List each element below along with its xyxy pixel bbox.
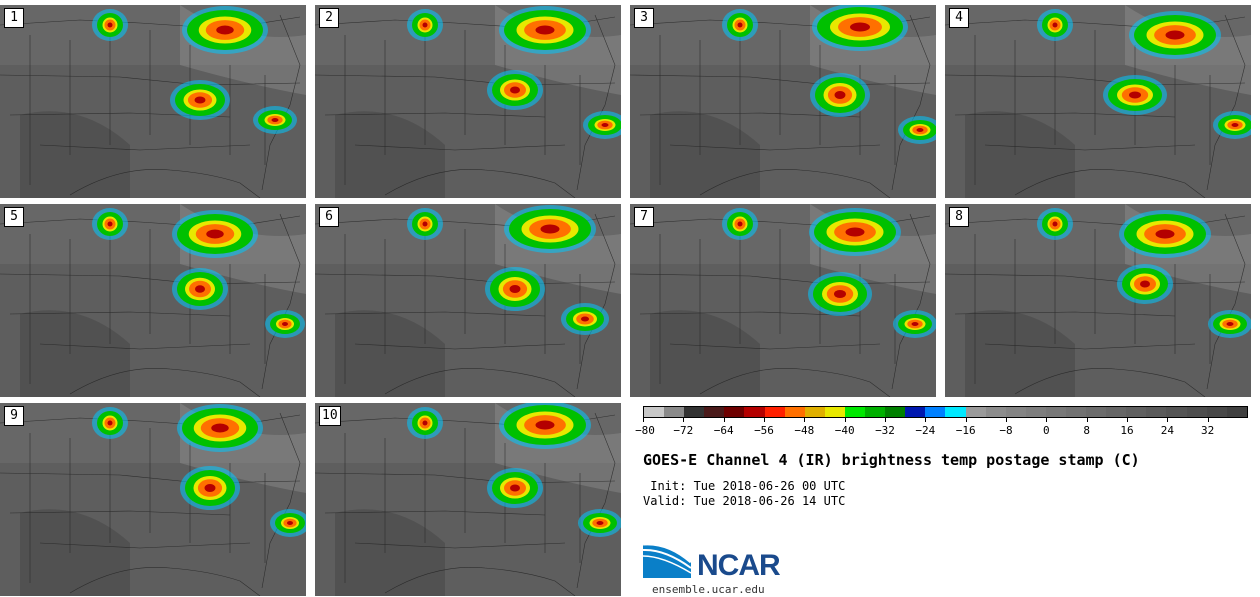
colorbar-segment <box>1166 407 1187 417</box>
colorbar-tick-label: −80 <box>635 424 655 437</box>
member-number-label: 6 <box>319 207 339 227</box>
ir-satellite-map <box>630 5 936 198</box>
member-number-label: 1 <box>4 8 24 28</box>
colorbar-tick <box>1207 418 1209 422</box>
ir-satellite-map <box>0 5 306 198</box>
colorbar-tick-label: 8 <box>1083 424 1090 437</box>
member-number-label: 10 <box>319 406 341 426</box>
member-number-label: 3 <box>634 8 654 28</box>
member-number-label: 7 <box>634 207 654 227</box>
colorbar-tick <box>723 418 725 422</box>
colorbar-segment <box>865 407 886 417</box>
colorbar-segment <box>1126 407 1147 417</box>
ensemble-member-panel: 5 <box>0 204 306 397</box>
colorbar-tick <box>885 418 886 422</box>
colorbar-segment <box>925 407 946 417</box>
colorbar-tick <box>1086 418 1088 422</box>
colorbar-segment <box>1065 407 1087 417</box>
colorbar <box>643 406 1248 418</box>
colorbar-segment <box>804 407 825 417</box>
colorbar-tick <box>1127 418 1128 422</box>
colorbar-segment <box>1186 407 1207 417</box>
ensemble-member-panel: 10 <box>315 403 621 596</box>
colorbar-tick-label: −64 <box>713 424 734 437</box>
member-number-label: 4 <box>949 8 969 28</box>
ir-satellite-map <box>945 204 1251 397</box>
colorbar-tick-label: 0 <box>1043 424 1050 437</box>
site-url[interactable]: ensemble.ucar.edu <box>652 583 765 596</box>
colorbar-segment <box>1106 407 1127 417</box>
member-number-label: 5 <box>4 207 24 227</box>
colorbar-tick-label: 24 <box>1160 424 1174 437</box>
colorbar-segment <box>885 407 906 417</box>
ir-satellite-map <box>0 403 306 596</box>
colorbar-segment <box>1086 407 1107 417</box>
colorbar-tick-label: −24 <box>915 424 936 437</box>
ir-satellite-map <box>0 204 306 397</box>
colorbar-tick-label: −16 <box>955 424 976 437</box>
colorbar-segment <box>1206 407 1227 417</box>
ensemble-member-panel: 8 <box>945 204 1251 397</box>
colorbar-segment <box>1146 407 1167 417</box>
member-number-label: 2 <box>319 8 339 28</box>
colorbar-tick <box>683 418 685 422</box>
ir-satellite-map <box>315 5 621 198</box>
ensemble-member-panel: 3 <box>630 5 936 198</box>
colorbar-ticks: −80 −72 −64 −56 −48 −40 −32 −24 −16 −8 0 8 16 24 32 <box>635 418 1248 438</box>
colorbar-tick <box>965 418 967 422</box>
member-number-label: 9 <box>4 406 24 426</box>
colorbar-tick-label: −72 <box>673 424 694 437</box>
init-time: Init: Tue 2018-06-26 00 UTC <box>643 479 846 493</box>
colorbar-tick <box>1006 418 1007 422</box>
ir-satellite-map <box>945 5 1251 198</box>
colorbar-tick-label: −40 <box>834 424 855 437</box>
colorbar-tick <box>1046 418 1048 422</box>
ensemble-member-panel: 1 <box>0 5 306 198</box>
ncar-logo-icon <box>643 542 692 578</box>
colorbar-segment <box>784 407 805 417</box>
colorbar-segment <box>1226 407 1247 417</box>
ensemble-member-panel: 2 <box>315 5 621 198</box>
ir-satellite-map <box>630 204 936 397</box>
colorbar-segment <box>764 407 785 417</box>
colorbar-segment <box>945 407 966 417</box>
colorbar-segment <box>965 407 986 417</box>
colorbar-tick <box>643 418 644 422</box>
valid-time: Valid: Tue 2018-06-26 14 UTC <box>643 494 846 508</box>
colorbar-tick-label: 32 <box>1201 424 1215 437</box>
colorbar-tick <box>804 418 806 422</box>
colorbar-tick-label: −8 <box>999 424 1013 437</box>
ensemble-member-panel: 6 <box>315 204 621 397</box>
colorbar-tick-label: −32 <box>875 424 895 437</box>
colorbar-tick <box>764 418 765 422</box>
ensemble-member-panel: 7 <box>630 204 936 397</box>
colorbar-segment <box>985 407 1006 417</box>
colorbar-segment <box>844 407 866 417</box>
colorbar-segment <box>824 407 845 417</box>
colorbar-segment <box>724 407 745 417</box>
ir-satellite-map <box>315 204 621 397</box>
ir-satellite-map <box>315 403 621 596</box>
colorbar-tick <box>844 418 846 422</box>
colorbar-segment <box>664 407 685 417</box>
logo-wordmark: NCAR <box>697 549 781 582</box>
colorbar-segment <box>704 407 725 417</box>
colorbar-tick-label: −48 <box>794 424 815 437</box>
colorbar-tick-label: 16 <box>1120 424 1134 437</box>
colorbar-tick-label: −56 <box>754 424 774 437</box>
colorbar-segment <box>684 407 705 417</box>
colorbar-segment <box>1005 407 1026 417</box>
member-number-label: 8 <box>949 207 969 227</box>
ensemble-member-panel: 9 <box>0 403 306 596</box>
colorbar-tick <box>1167 418 1169 422</box>
colorbar-tick <box>925 418 927 422</box>
colorbar-segment <box>744 407 765 417</box>
colorbar-segment <box>1045 407 1066 417</box>
colorbar-segment <box>1025 407 1046 417</box>
colorbar-segment <box>644 407 665 417</box>
colorbar-segment <box>905 407 926 417</box>
figure-title: GOES-E Channel 4 (IR) brightness temp po… <box>643 451 1140 469</box>
ensemble-member-panel: 4 <box>945 5 1251 198</box>
